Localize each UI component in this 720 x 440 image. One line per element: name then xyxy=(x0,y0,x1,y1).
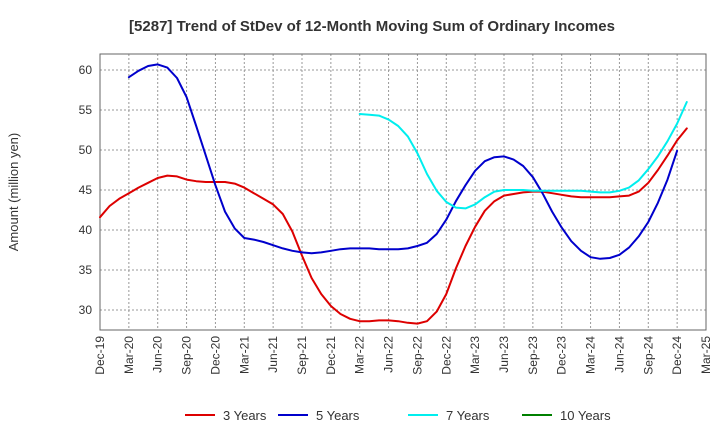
legend-label: 5 Years xyxy=(316,408,360,423)
x-tick-label: Dec-21 xyxy=(324,336,338,375)
x-tick-label: Dec-20 xyxy=(208,336,222,375)
y-tick-label: 45 xyxy=(79,183,93,197)
y-tick-label: 55 xyxy=(79,103,93,117)
y-tick-label: 60 xyxy=(79,63,93,77)
x-tick-label: Dec-24 xyxy=(670,336,684,375)
y-tick-label: 50 xyxy=(79,143,93,157)
legend-label: 10 Years xyxy=(560,408,611,423)
legend-label: 7 Years xyxy=(446,408,490,423)
x-tick-label: Jun-20 xyxy=(151,336,165,373)
series-line-3-years xyxy=(99,127,688,325)
x-tick-label: Mar-21 xyxy=(237,336,251,374)
x-tick-label: Jun-22 xyxy=(382,336,396,373)
x-axis-ticks: Dec-19 Mar-20 Jun-20 Sep-20 Dec-20 Mar-21 Jun-… xyxy=(93,336,713,375)
x-tick-label: Jun-24 xyxy=(612,336,626,373)
series-lines xyxy=(99,63,688,325)
x-tick-label: Dec-23 xyxy=(555,336,569,375)
chart-title: [5287] Trend of StDev of 12-Month Moving… xyxy=(129,18,615,35)
x-tick-label: Dec-22 xyxy=(439,336,453,375)
x-tick-label: Mar-25 xyxy=(699,336,713,374)
y-axis-ticks: 30 35 40 45 50 55 60 xyxy=(79,63,93,317)
x-tick-label: Dec-19 xyxy=(93,336,107,375)
y-tick-label: 35 xyxy=(79,263,93,277)
legend-label: 3 Years xyxy=(223,408,267,423)
x-tick-label: Mar-20 xyxy=(122,336,136,374)
x-tick-label: Sep-21 xyxy=(295,336,309,375)
x-tick-label: Sep-23 xyxy=(526,336,540,375)
y-axis-label: Amount (million yen) xyxy=(6,133,21,252)
series-line-5-years xyxy=(127,63,679,260)
x-tick-label: Mar-24 xyxy=(584,336,598,374)
legend: 3 Years 5 Years 7 Years 10 Years xyxy=(185,408,611,423)
y-tick-label: 30 xyxy=(79,303,93,317)
plot-frame xyxy=(99,53,707,331)
y-tick-label: 40 xyxy=(79,223,93,237)
grid xyxy=(100,54,706,330)
x-tick-label: Jun-21 xyxy=(266,336,280,373)
x-tick-label: Jun-23 xyxy=(497,336,511,373)
x-tick-label: Mar-23 xyxy=(468,336,482,374)
x-tick-label: Sep-22 xyxy=(410,336,424,375)
x-tick-label: Sep-24 xyxy=(641,336,655,375)
series-line-7-years xyxy=(358,101,688,210)
x-tick-label: Mar-22 xyxy=(353,336,367,374)
x-tick-label: Sep-20 xyxy=(180,336,194,375)
